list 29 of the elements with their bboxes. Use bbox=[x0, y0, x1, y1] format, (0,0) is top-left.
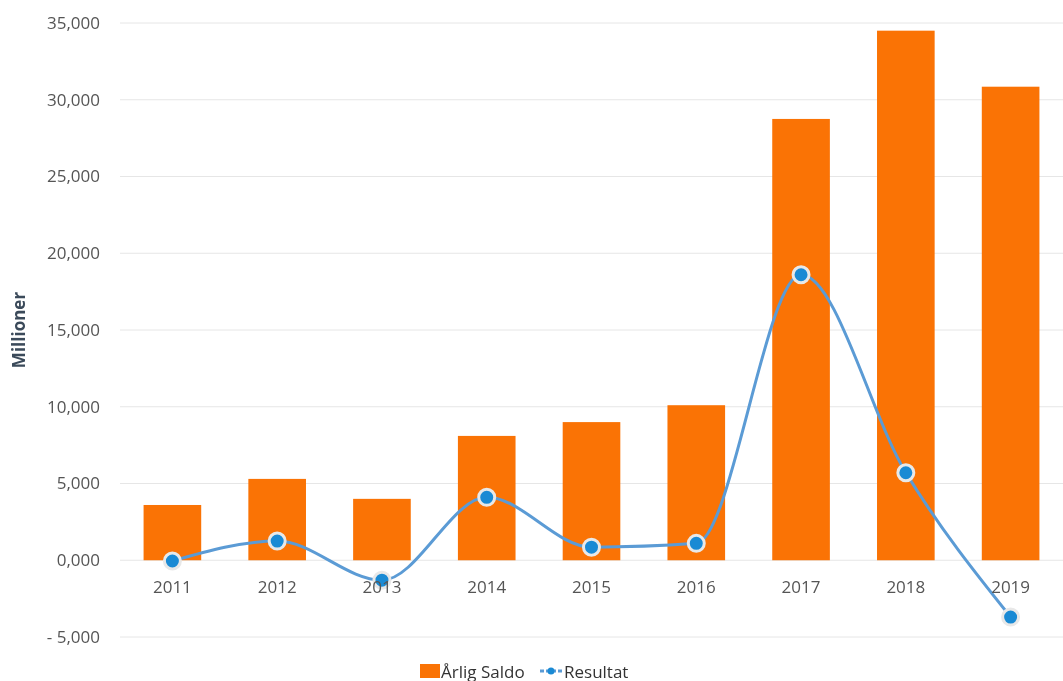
y-tick-label: 10,000 bbox=[46, 394, 100, 418]
y-tick-label: 5,000 bbox=[56, 471, 100, 495]
y-tick-label: 35,000 bbox=[46, 10, 100, 34]
bar bbox=[772, 118, 830, 561]
x-tick-label: 2019 bbox=[991, 575, 1031, 599]
y-tick-label: 30,000 bbox=[46, 87, 100, 111]
x-tick-label: 2016 bbox=[676, 575, 716, 599]
x-tick-label: 2015 bbox=[572, 575, 611, 599]
x-tick-label: 2013 bbox=[362, 575, 402, 599]
y-tick-label: 0,000 bbox=[56, 548, 100, 572]
bar bbox=[353, 498, 411, 561]
bar bbox=[457, 435, 516, 561]
bar bbox=[877, 30, 935, 561]
bar bbox=[562, 422, 621, 561]
bar bbox=[143, 504, 202, 561]
y-axis-title: Millioner bbox=[7, 291, 30, 369]
legend-label: Resultat bbox=[564, 660, 629, 681]
x-tick-label: 2018 bbox=[886, 575, 926, 599]
y-tick-label: - 5,000 bbox=[46, 624, 100, 648]
x-tick-label: 2014 bbox=[467, 575, 507, 599]
bar bbox=[248, 478, 306, 561]
y-tick-label: 25,000 bbox=[46, 164, 100, 188]
x-tick-label: 2011 bbox=[152, 575, 192, 599]
y-tick-label: 20,000 bbox=[46, 241, 100, 265]
x-tick-label: 2017 bbox=[781, 575, 821, 599]
bar bbox=[667, 405, 726, 561]
y-tick-label: 15,000 bbox=[46, 317, 100, 341]
x-tick-label: 2012 bbox=[257, 575, 297, 599]
bar bbox=[981, 86, 1040, 561]
